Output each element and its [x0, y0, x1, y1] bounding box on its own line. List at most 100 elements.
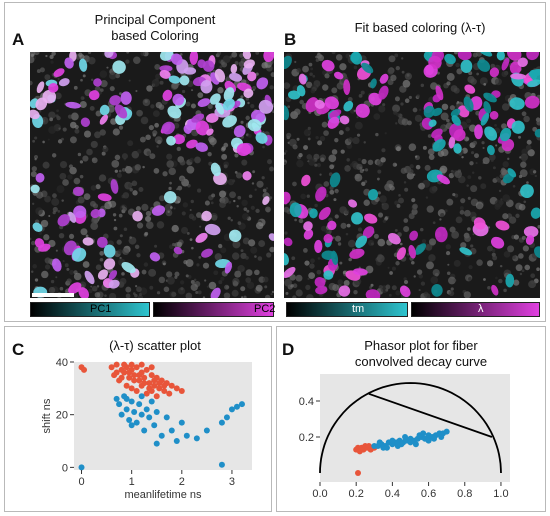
texture-dot: [132, 190, 138, 196]
data-point: [143, 406, 150, 413]
texture-dot: [519, 156, 522, 159]
x-tick-label: 2: [179, 476, 185, 488]
texture-dot: [291, 256, 296, 261]
texture-dot: [152, 110, 160, 118]
texture-dot: [177, 287, 186, 295]
cell-mark: [183, 67, 197, 75]
cell-mark: [367, 189, 379, 201]
texture-dot: [450, 85, 458, 92]
texture-dot: [373, 113, 381, 120]
texture-dot: [339, 63, 347, 71]
data-point: [136, 372, 143, 379]
texture-dot: [395, 65, 400, 71]
texture-dot: [428, 154, 435, 161]
texture-dot: [292, 144, 298, 150]
texture-dot: [127, 140, 134, 147]
texture-dot: [486, 245, 493, 252]
texture-dot: [61, 137, 64, 141]
texture-dot: [385, 288, 389, 292]
texture-dot: [315, 58, 320, 62]
texture-dot: [88, 57, 96, 65]
cell-mark: [527, 79, 540, 88]
texture-dot: [255, 52, 260, 55]
texture-dot: [500, 198, 503, 201]
texture-dot: [501, 71, 508, 78]
texture-dot: [449, 105, 455, 111]
texture-dot: [356, 163, 363, 171]
data-point: [133, 364, 140, 371]
texture-dot: [391, 266, 396, 271]
texture-dot: [246, 209, 250, 213]
texture-dot: [48, 111, 56, 119]
texture-dot: [528, 280, 537, 289]
x-tick-label: 0.6: [421, 488, 436, 500]
texture-dot: [285, 291, 289, 295]
texture-dot: [162, 262, 166, 266]
texture-dot: [459, 209, 465, 215]
texture-dot: [519, 169, 528, 178]
texture-dot: [400, 167, 407, 174]
data-point: [355, 470, 361, 476]
cell-mark: [459, 247, 473, 256]
data-point: [136, 401, 143, 408]
texture-dot: [193, 278, 197, 282]
texture-dot: [426, 205, 434, 213]
texture-dot: [296, 68, 302, 73]
texture-dot: [154, 77, 159, 82]
data-point: [113, 369, 120, 376]
texture-dot: [114, 169, 118, 173]
texture-dot: [518, 253, 524, 259]
texture-dot: [440, 112, 449, 121]
texture-dot: [498, 189, 502, 193]
texture-dot: [513, 234, 520, 240]
texture-dot: [70, 112, 79, 121]
cell-mark: [112, 60, 126, 74]
texture-dot: [270, 72, 274, 78]
cell-mark: [491, 284, 499, 296]
texture-dot: [87, 52, 92, 54]
x-tick-label: 0.8: [457, 488, 472, 500]
texture-dot: [206, 285, 209, 288]
texture-dot: [90, 185, 97, 191]
data-point: [389, 437, 396, 444]
texture-dot: [418, 182, 425, 190]
texture-dot: [177, 185, 183, 191]
texture-dot: [513, 279, 520, 286]
texture-dot: [255, 221, 264, 230]
texture-dot: [309, 263, 315, 269]
data-point: [126, 374, 133, 381]
cell-mark: [103, 244, 116, 258]
data-point: [151, 377, 158, 384]
cell-mark: [324, 96, 339, 110]
cell-mark: [132, 210, 143, 222]
texture-dot: [240, 252, 247, 259]
texture-dot: [460, 198, 466, 204]
cell-mark: [72, 186, 84, 197]
texture-dot: [332, 236, 335, 240]
data-point: [168, 382, 175, 389]
texture-dot: [40, 219, 49, 228]
texture-dot: [185, 292, 193, 298]
texture-dot: [503, 251, 511, 258]
texture-dot: [447, 276, 456, 285]
data-point: [131, 372, 138, 379]
texture-dot: [85, 234, 89, 238]
texture-dot: [336, 82, 344, 90]
texture-dot: [467, 227, 471, 231]
cell-mark: [108, 279, 120, 289]
texture-dot: [353, 109, 356, 112]
texture-dot: [396, 204, 401, 208]
texture-dot: [33, 52, 40, 56]
texture-dot: [308, 158, 316, 166]
texture-dot: [264, 294, 271, 298]
cell-mark: [268, 233, 274, 241]
texture-dot: [266, 252, 272, 258]
texture-dot: [302, 65, 309, 73]
texture-dot: [356, 116, 359, 119]
texture-dot: [448, 290, 455, 297]
texture-dot: [59, 286, 64, 291]
texture-dot: [412, 173, 416, 176]
texture-dot: [400, 102, 404, 106]
texture-dot: [47, 138, 50, 141]
cell-mark: [189, 52, 199, 65]
